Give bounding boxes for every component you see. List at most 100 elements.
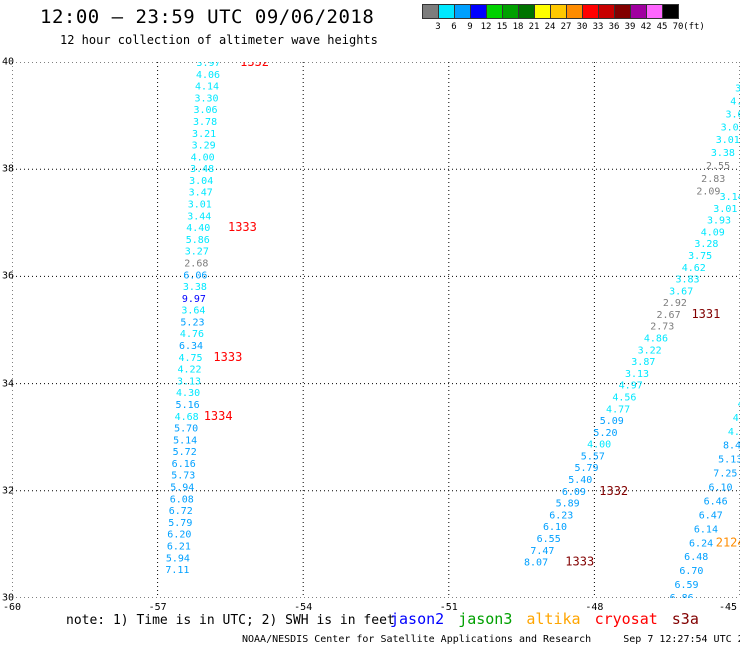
wave-height-value: 5.20	[593, 428, 617, 439]
page-title: 12:00 — 23:59 UTC 09/06/2018	[40, 6, 375, 28]
satellite-label: jason3	[458, 610, 513, 628]
legend-tick: 70	[672, 22, 684, 32]
wave-height-value: 3.13	[177, 376, 201, 387]
legend-swatch	[534, 4, 551, 19]
wave-height-value: 3.21	[192, 129, 216, 140]
wave-height-value: 6.10	[543, 522, 567, 533]
wave-height-value: 5.79	[575, 463, 599, 474]
wave-height-value: 4.22	[177, 365, 201, 376]
wave-height-value: 3.29	[192, 141, 216, 152]
wave-height-value: 6.10	[708, 483, 732, 494]
legend-swatch	[630, 4, 647, 19]
wave-height-value: 4.14	[195, 82, 219, 93]
wave-height-value: 3.01	[716, 135, 740, 146]
legend-swatch	[438, 4, 455, 19]
wave-height-value: 3.48	[190, 164, 214, 175]
wave-height-value: 6.46	[704, 496, 728, 507]
wave-height-value: 7.47	[530, 546, 554, 557]
legend-swatch	[454, 4, 471, 19]
legend-tick: 42	[640, 22, 652, 32]
wave-height-value: 6.70	[679, 566, 703, 577]
wave-height-value: 6.08	[170, 494, 194, 505]
wave-height-value: 3.30	[194, 93, 218, 104]
wave-height-value: 4.41	[730, 97, 740, 108]
wave-height-value: 2.92	[663, 298, 687, 309]
longitude-label: -54	[294, 602, 313, 613]
wave-height-value: 3.28	[694, 239, 718, 250]
wave-height-value: 3.64	[181, 306, 205, 317]
time-tag: 1331	[691, 307, 720, 321]
wave-height-value: 6.48	[684, 552, 708, 563]
wave-height-value: 5.73	[171, 471, 195, 482]
wave-height-value: 5.72	[173, 447, 197, 458]
wave-height-value: 3.13	[625, 369, 649, 380]
legend-tick: 6	[451, 22, 457, 32]
wave-height-value: 3.44	[187, 211, 211, 222]
wave-height-value: 3.06	[194, 105, 218, 116]
wave-height-value: 3.87	[631, 357, 655, 368]
wave-height-value: 6.59	[674, 580, 698, 591]
wave-height-value: 4.09	[701, 227, 725, 238]
legend-tick: 30	[576, 22, 588, 32]
wave-height-value: 6.72	[169, 506, 193, 517]
wave-height-value: 7.11	[165, 565, 189, 576]
wave-height-map: 3.974.064.143.303.063.783.213.294.003.48…	[12, 62, 740, 598]
wave-height-value: 6.34	[179, 341, 203, 352]
legend-swatch	[486, 4, 503, 19]
page-subtitle: 12 hour collection of altimeter wave hei…	[60, 33, 378, 47]
wave-height-value: 5.16	[176, 400, 200, 411]
legend-tick: 18	[512, 22, 524, 32]
wave-height-value: 4.06	[196, 70, 220, 81]
legend-swatch	[502, 4, 519, 19]
wave-height-value: 2.09	[696, 187, 720, 198]
time-tag: 1332	[599, 484, 628, 498]
satellite-label: jason2	[390, 610, 445, 628]
footer: NOAA/NESDIS Center for Satellite Applica…	[242, 634, 740, 645]
legend-swatch	[470, 4, 487, 19]
wave-height-value: 6.06	[183, 270, 207, 281]
units-note: note: 1) Time is in UTC; 2) SWH is in fe…	[66, 613, 395, 628]
wave-height-value: 4.77	[606, 404, 630, 415]
wave-height-value: 2.83	[701, 174, 725, 185]
wave-height-value: 6.09	[562, 487, 586, 498]
legend-tick: 33	[592, 22, 604, 32]
latitude-label: 40	[2, 56, 15, 68]
wave-height-value: 4.97	[619, 381, 643, 392]
legend-tick: 36	[608, 22, 620, 32]
footer-org: NOAA/NESDIS Center for Satellite Applica…	[242, 634, 592, 645]
wave-height-value: 4.75	[178, 353, 202, 364]
wave-height-value: 3.67	[669, 286, 693, 297]
wave-height-value: 5.13	[718, 455, 740, 466]
wave-height-value: 3.97	[196, 62, 220, 69]
legend-tick: 21	[528, 22, 540, 32]
satellite-label: cryosat	[594, 610, 658, 628]
wave-height-value: 2.55	[706, 161, 730, 172]
wave-height-value: 2.68	[184, 258, 208, 269]
wave-height-value: 3.29	[735, 84, 740, 95]
wave-height-value: 5.79	[168, 518, 192, 529]
longitude-label: -51	[439, 602, 458, 613]
wave-height-value: 3.14	[720, 192, 740, 203]
wave-height-value: 5.09	[600, 416, 624, 427]
wave-height-value: 6.23	[549, 510, 573, 521]
legend-tick: (ft)	[683, 22, 705, 32]
wave-height-value: 4.40	[186, 223, 210, 234]
wave-height-value: 6.21	[167, 541, 191, 552]
wave-height-value: 4.62	[682, 263, 706, 274]
longitude-label: -45	[718, 602, 738, 613]
latitude-label: 30	[2, 592, 15, 604]
wave-height-value: 3.27	[185, 247, 209, 258]
wave-height-value: 6.20	[167, 530, 191, 541]
wave-height-value: 2.73	[650, 322, 674, 333]
wave-height-value: 3.78	[193, 117, 217, 128]
latitude-label: 38	[2, 163, 15, 175]
wave-height-value: 2.67	[657, 310, 681, 321]
legend-tick: 15	[496, 22, 508, 32]
wave-height-value: 6.86	[670, 593, 694, 598]
wave-height-value: 3.75	[688, 251, 712, 262]
wave-height-value: 4.56	[612, 392, 636, 403]
wave-height-value: 4.18	[733, 413, 740, 424]
time-tag: 1333	[565, 555, 594, 569]
wave-height-value: 5.70	[174, 424, 198, 435]
